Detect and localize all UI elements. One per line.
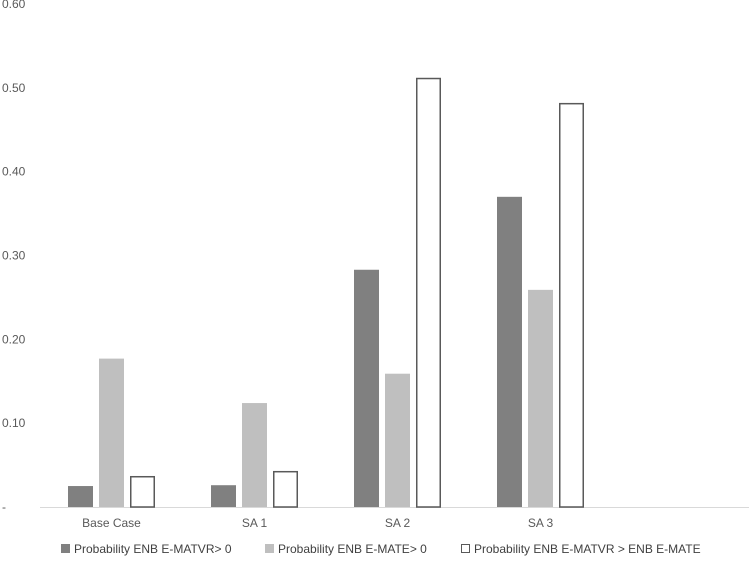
y-tick-label: 0.20	[2, 332, 26, 346]
bar-series-1	[211, 485, 236, 507]
y-tick-label: -	[2, 500, 6, 514]
y-tick-label: 0.50	[2, 81, 26, 95]
bar-series-3	[559, 102, 584, 508]
bar-series-3	[130, 475, 155, 508]
bars	[68, 77, 584, 508]
x-tick-label: SA 1	[242, 516, 268, 530]
x-tick-label: SA 2	[385, 516, 411, 530]
legend-label-series-1: Probability ENB E-MATVR> 0	[74, 542, 232, 556]
bar-series-2	[385, 373, 410, 507]
x-axis: Base Case SA 1 SA 2 SA 3	[40, 507, 749, 530]
legend: Probability ENB E-MATVR> 0 Probability EN…	[61, 542, 701, 556]
bar-series-3	[416, 77, 441, 508]
x-tick-label: Base Case	[82, 516, 141, 530]
legend-label-series-2: Probability ENB E-MATE> 0	[278, 542, 427, 556]
bar-series-1	[497, 196, 522, 508]
bar-series-3	[273, 470, 298, 508]
y-tick-label: 0.40	[2, 165, 26, 179]
y-tick-label: 0.30	[2, 249, 26, 263]
bar-series-2	[242, 403, 267, 507]
bar-series-2	[99, 358, 124, 507]
y-tick-label: 0.10	[2, 416, 26, 430]
legend-swatch-series-1	[61, 544, 70, 553]
bar-series-2	[528, 289, 553, 507]
x-tick-label: SA 3	[528, 516, 554, 530]
legend-swatch-series-3	[461, 544, 470, 553]
y-axis: - 0.10 0.20 0.30 0.40 0.50 0.60	[2, 0, 26, 514]
y-tick-label: 0.60	[2, 0, 26, 11]
legend-swatch-series-2	[265, 544, 274, 553]
legend-label-series-3: Probability ENB E-MATVR > ENB E-MATE	[474, 542, 701, 556]
bar-series-1	[354, 269, 379, 507]
bar-series-1	[68, 486, 93, 507]
